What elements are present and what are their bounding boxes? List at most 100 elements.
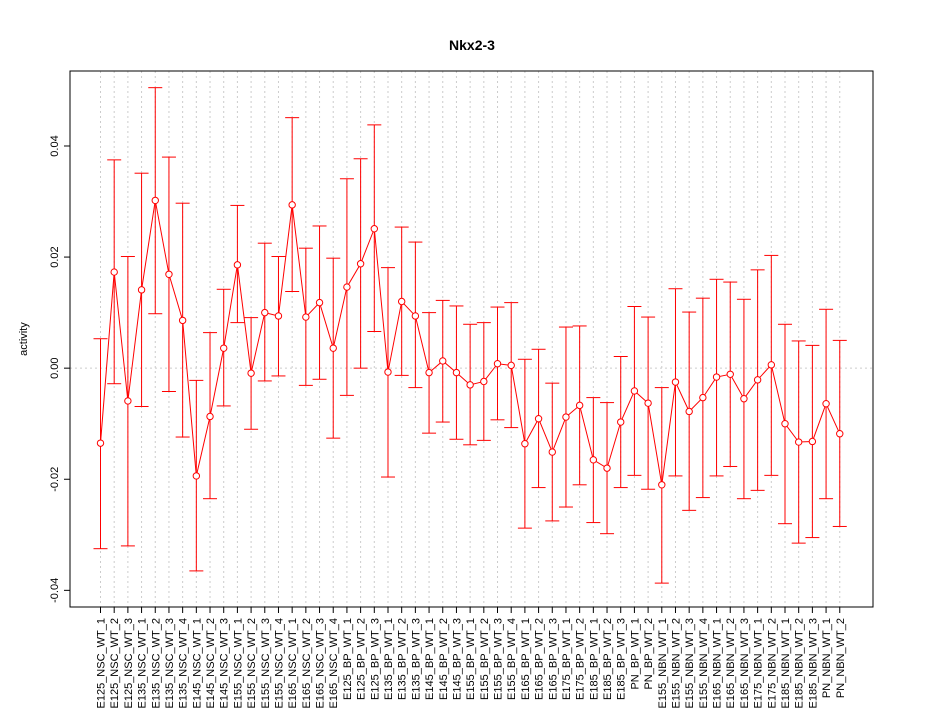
data-point — [96, 439, 105, 447]
data-point — [603, 464, 611, 472]
x-tick-label: PN_BP_WT_2 — [643, 618, 655, 690]
x-tick-label: E125_NSC_WT_3 — [123, 618, 135, 709]
data-point — [315, 298, 324, 307]
x-tick-label: E175_NBN_WT_2 — [766, 618, 778, 709]
data-point — [767, 361, 776, 369]
x-tick-label: E185_BP_WT_3 — [616, 618, 628, 700]
data-point — [343, 283, 351, 291]
data-point — [302, 313, 310, 321]
data-point — [466, 381, 474, 389]
data-point — [822, 400, 830, 408]
data-point — [630, 387, 639, 395]
x-tick-label: E135_NSC_WT_4 — [178, 618, 190, 709]
data-point-layer — [96, 196, 844, 489]
x-tick-label: PN_NBN_WT_1 — [821, 618, 833, 698]
x-tick-label: E155_NSC_WT_4 — [273, 618, 285, 709]
data-point — [507, 361, 515, 370]
x-tick-label: E145_NSC_WT_1 — [191, 618, 203, 709]
x-tick-label: E155_BP_WT_3 — [493, 618, 505, 700]
y-tick-label: 0.02 — [49, 246, 61, 267]
data-point — [247, 369, 255, 377]
x-tick-label: E155_NSC_WT_1 — [232, 618, 244, 709]
x-tick-label: E165_NBN_WT_2 — [725, 618, 737, 709]
y-axis: -0.04 -0.02 0.00 0.02 0.04 — [49, 135, 71, 603]
data-point — [562, 413, 570, 421]
data-point — [151, 196, 159, 205]
x-tick-label: E145_BP_WT_2 — [438, 618, 450, 700]
data-point — [534, 415, 543, 423]
y-tick-label: 0.04 — [49, 135, 61, 156]
data-point — [452, 368, 461, 377]
data-point — [165, 270, 173, 278]
x-tick-label: E165_NSC_WT_4 — [328, 618, 340, 709]
x-tick-label: E155_NBN_WT_3 — [684, 618, 696, 709]
x-tick-label: E155_NBN_WT_1 — [657, 618, 669, 709]
data-point — [753, 376, 762, 384]
data-point — [521, 440, 529, 448]
data-point — [206, 412, 214, 421]
x-tick-label: E175_NBN_WT_1 — [753, 618, 765, 709]
x-tick-label: E185_NBN_WT_1 — [780, 618, 792, 709]
chart-title: Nkx2-3 — [449, 37, 495, 53]
data-point — [178, 316, 187, 325]
data-point — [370, 225, 378, 233]
x-tick-label: E155_BP_WT_1 — [465, 618, 477, 700]
x-tick-label: E145_BP_WT_1 — [424, 618, 436, 700]
data-point — [726, 370, 734, 378]
data-point — [261, 308, 269, 317]
data-point — [124, 397, 132, 405]
data-point — [740, 395, 748, 403]
data-point — [288, 201, 296, 209]
data-point — [274, 312, 283, 320]
x-tick-label: E145_NSC_WT_3 — [219, 618, 231, 709]
x-tick-label: E135_NSC_WT_2 — [150, 618, 162, 709]
data-point — [110, 268, 118, 276]
x-tick-label: E135_BP_WT_1 — [383, 618, 395, 700]
data-point — [644, 399, 652, 407]
x-tick-label: E165_NSC_WT_1 — [287, 618, 299, 709]
data-point — [836, 430, 844, 438]
x-tick-label: E185_BP_WT_1 — [588, 618, 600, 700]
y-tick-label: -0.04 — [49, 578, 61, 603]
x-tick-label: E135_NSC_WT_3 — [164, 618, 176, 709]
x-tick-label: E125_BP_WT_1 — [342, 618, 354, 700]
x-tick-label: E155_NSC_WT_3 — [260, 618, 272, 709]
x-tick-label: E185_BP_WT_2 — [602, 618, 614, 700]
x-tick-label: E185_NBN_WT_3 — [807, 618, 819, 709]
x-tick-label: E125_NSC_WT_2 — [109, 618, 121, 709]
data-point — [794, 438, 803, 446]
data-point — [685, 407, 693, 416]
data-point — [699, 393, 707, 402]
x-tick-label: E175_BP_WT_2 — [575, 618, 587, 700]
x-tick-label: E155_NSC_WT_2 — [246, 618, 258, 709]
data-point — [192, 472, 201, 480]
data-point — [425, 368, 433, 377]
x-tick-label: E135_BP_WT_3 — [410, 618, 422, 700]
data-point — [397, 297, 406, 306]
data-point — [384, 368, 392, 376]
x-tick-label: E145_NSC_WT_2 — [205, 618, 217, 709]
y-tick-label: 0.00 — [49, 357, 61, 378]
data-point — [411, 312, 420, 320]
x-tick-label: E155_BP_WT_2 — [479, 618, 491, 700]
x-tick-label: PN_NBN_WT_2 — [835, 618, 847, 698]
x-tick-label: E125_BP_WT_2 — [356, 618, 368, 700]
y-tick-label: -0.02 — [49, 467, 61, 492]
x-tick-label: PN_BP_WT_1 — [629, 618, 641, 690]
x-axis: E125_NSC_WT_1 E125_NSC_WT_2 E125_NSC_WT_3 E… — [96, 606, 847, 709]
x-tick-label: E155_NBN_WT_2 — [670, 618, 682, 709]
data-point — [137, 286, 146, 294]
data-point — [493, 360, 502, 368]
data-point — [548, 448, 556, 456]
x-tick-label: E185_NBN_WT_2 — [794, 618, 806, 709]
data-point — [220, 344, 228, 352]
x-tick-label: E125_NSC_WT_1 — [96, 618, 108, 709]
x-tick-label: E165_NSC_WT_3 — [315, 618, 327, 709]
x-tick-label: E145_BP_WT_3 — [451, 618, 463, 700]
x-tick-label: E155_NBN_WT_4 — [698, 618, 710, 709]
x-tick-label: E125_BP_WT_3 — [369, 618, 381, 700]
data-point — [658, 481, 666, 489]
data-point — [356, 260, 365, 268]
